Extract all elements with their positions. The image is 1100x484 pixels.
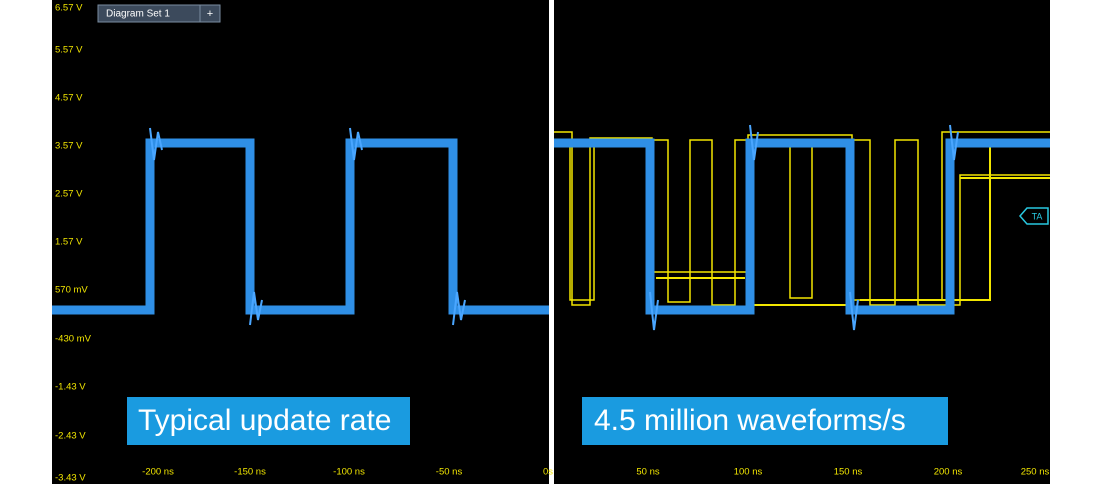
x-axis-label: 250 ns (1021, 467, 1050, 478)
waveform (554, 138, 1050, 315)
y-axis-label: 3.57 V (55, 141, 83, 152)
x-axis-label: -150 ns (234, 467, 266, 478)
waveform (52, 138, 549, 315)
y-axis-label: 2.57 V (55, 189, 83, 200)
y-axis-label: -3.43 V (55, 473, 86, 484)
x-axis-label: 150 ns (834, 467, 863, 478)
y-axis-label: 4.57 V (55, 93, 83, 104)
y-axis-label: 570 mV (55, 285, 88, 296)
y-axis-label: -1.43 V (55, 382, 86, 393)
tab-title[interactable]: Diagram Set 1 (106, 9, 170, 20)
caption-box (127, 397, 410, 445)
trigger-label: TA (1032, 211, 1043, 221)
y-axis-label: 5.57 V (55, 45, 83, 56)
x-axis-label: 50 ns (636, 467, 659, 478)
ringing (149, 127, 466, 326)
trigger-marker (1019, 207, 1049, 225)
y-axis-label: -2.43 V (55, 431, 86, 442)
caption: Typical update rate (138, 404, 392, 437)
x-axis-label: 100 ns (734, 467, 763, 478)
y-axis-label: 6.57 V (55, 3, 83, 14)
caption: 4.5 million waveforms/s (594, 404, 906, 437)
add-tab-label[interactable]: + (207, 8, 213, 20)
x-axis-label: -200 ns (142, 467, 174, 478)
x-axis-label: 0s (543, 467, 553, 478)
y-axis-label: -430 mV (55, 334, 92, 345)
caption-box (582, 397, 948, 445)
waveforms (52, 124, 1050, 331)
x-axis-label: -100 ns (333, 467, 365, 478)
y-axis-label: 1.57 V (55, 237, 83, 248)
waveform (656, 140, 1050, 306)
x-axis-label: -50 ns (436, 467, 463, 478)
ringing (649, 124, 959, 331)
add-tab[interactable] (199, 4, 221, 23)
x-axis-label: 200 ns (934, 467, 963, 478)
